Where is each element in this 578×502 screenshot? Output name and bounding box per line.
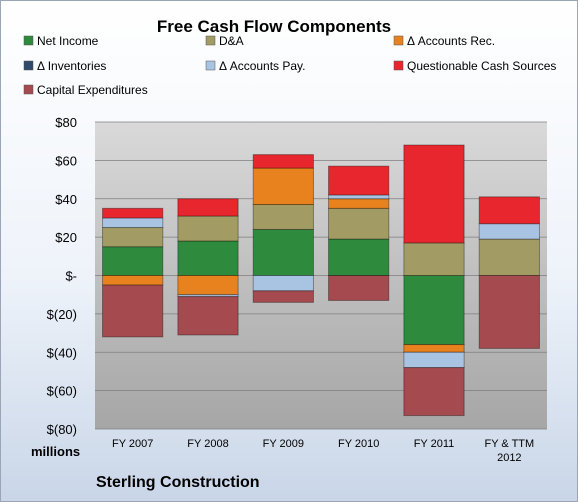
grid-lines — [95, 121, 547, 430]
bar-segment — [177, 296, 239, 336]
legend-label: Δ Inventories — [37, 59, 106, 73]
legend-swatch — [393, 35, 404, 46]
bar-segment — [252, 228, 314, 276]
legend-label: Δ Accounts Rec. — [407, 34, 495, 48]
x-category-label: FY 2010 — [338, 438, 379, 450]
legend-label: D&A — [219, 34, 244, 48]
bar-segment — [102, 217, 164, 229]
legend-swatch — [23, 84, 34, 95]
units-label: millions — [31, 444, 80, 459]
legend-label: Net Income — [37, 34, 99, 48]
x-axis-categories: FY 2007 FY 2008 FY 2009 FY 2010 FY 2011 FY & … — [112, 438, 534, 464]
bar-segment — [403, 144, 465, 244]
bar-segment — [403, 367, 465, 417]
bar-segment — [328, 238, 390, 276]
bar-segment — [252, 204, 314, 230]
y-tick-label: $(60) — [47, 384, 77, 399]
y-tick-label: $(40) — [47, 345, 77, 360]
bar-segment — [478, 238, 540, 276]
company-name: Sterling Construction — [96, 474, 260, 491]
bar-segment — [328, 275, 390, 301]
y-tick-label: $20 — [55, 230, 77, 245]
x-category-label: FY & TTM 2012 — [484, 438, 534, 464]
legend-label: Capital Expenditures — [37, 83, 148, 97]
y-axis-ticks: $80 $60 $40 $20 $- $(20) $(40) $(60) $(80) — [47, 115, 77, 437]
legend-label: Δ Accounts Pay. — [219, 59, 306, 73]
x-category-label: FY 2011 — [414, 438, 455, 450]
bar-segment — [177, 275, 239, 296]
legend-swatch — [23, 60, 34, 71]
bar-segment — [403, 344, 465, 353]
bar-segment — [478, 196, 540, 225]
y-tick-label: $80 — [55, 115, 77, 130]
bar-segment — [102, 227, 164, 248]
y-tick-label: $(80) — [47, 422, 77, 437]
bar-segment — [478, 275, 540, 349]
bar-segment — [177, 215, 239, 242]
chart-legend: Net Income D&A Δ Accounts Rec. Δ Inventorie… — [23, 34, 556, 97]
bar-segment — [478, 223, 540, 240]
chart-title: Free Cash Flow Components — [157, 17, 391, 36]
bar-segment — [252, 290, 314, 303]
bar-segment — [102, 207, 164, 219]
bar-segment — [102, 246, 164, 276]
y-tick-label: $60 — [55, 153, 77, 168]
bar-segment — [252, 275, 314, 292]
legend-swatch — [393, 60, 404, 71]
bar-segment — [328, 194, 390, 200]
y-tick-label: $40 — [55, 192, 77, 207]
x-category-label: FY 2008 — [187, 438, 228, 450]
bar-segment — [328, 207, 390, 240]
legend-swatch — [205, 35, 216, 46]
bar-segment — [252, 154, 314, 169]
y-tick-label: $- — [65, 269, 77, 284]
x-category-label: FY 2009 — [263, 438, 304, 450]
bar-segment — [403, 242, 465, 277]
x-category-label: FY 2007 — [112, 438, 153, 450]
bar-segment — [177, 240, 239, 276]
legend-swatch — [205, 60, 216, 71]
legend-swatch — [23, 35, 34, 46]
bar-segment — [177, 198, 239, 217]
bar-segment — [328, 198, 390, 209]
bar-segment — [102, 284, 164, 338]
bar-segment — [102, 275, 164, 286]
bar-segment — [403, 351, 465, 369]
bar-segment — [328, 165, 390, 196]
bar-segment — [403, 275, 465, 346]
bar-segment — [252, 167, 314, 206]
y-tick-label: $(20) — [47, 307, 77, 322]
legend-label: Questionable Cash Sources — [407, 59, 556, 73]
bar-stacks — [102, 144, 540, 417]
